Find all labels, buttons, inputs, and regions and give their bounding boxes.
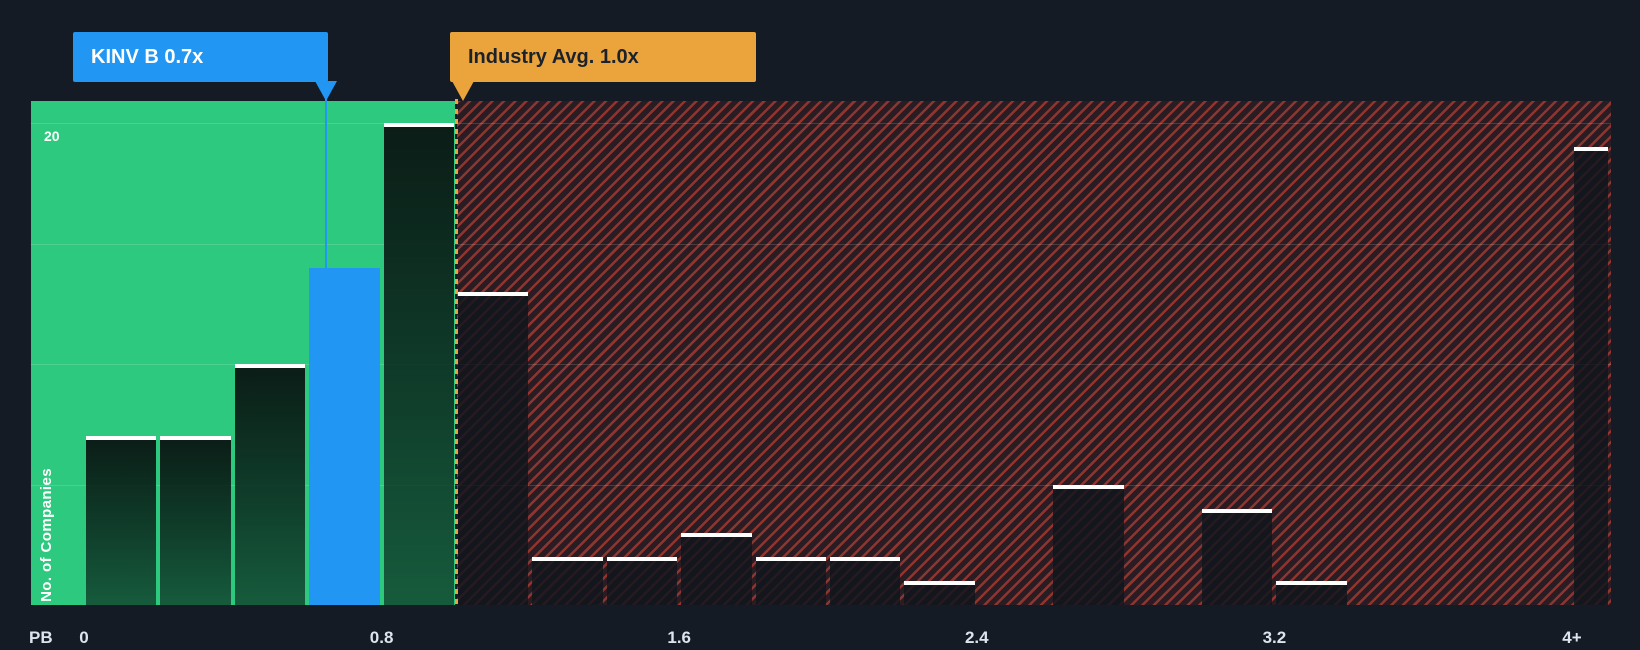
x-axis-unit-label: PB [29,628,53,647]
y-axis-max-tick: 20 [44,128,60,144]
histogram-bar[interactable] [234,364,306,605]
y-axis-title: No. of Companies [38,468,55,602]
industry-average-flag: Industry Avg. 1.0x [450,32,756,82]
gridline [31,484,1611,486]
company-bar[interactable] [309,267,380,605]
x-tick-label: 0.8 [369,628,394,647]
histogram-bar[interactable] [755,556,827,605]
histogram-bar[interactable] [1574,147,1608,605]
x-tick-label: 0 [79,628,89,647]
x-tick-label: 4+ [1562,628,1582,647]
histogram-bar[interactable] [160,436,232,605]
company-flag-pointer-icon [315,81,337,101]
histogram-bar[interactable] [86,436,157,605]
histogram-bar[interactable] [458,291,529,605]
company-flag-label: KINV B 0.7x [91,45,204,68]
histogram-bar[interactable] [1202,508,1273,605]
company-leader-line [325,82,327,268]
industry-average-flag-pointer-icon [452,81,474,101]
histogram-bar[interactable] [904,580,976,605]
histogram-bar[interactable] [830,556,901,605]
company-flag: KINV B 0.7x [73,32,328,82]
industry-average-line [455,99,458,605]
histogram-bar[interactable] [532,556,604,605]
histogram-bar[interactable] [606,556,678,605]
gridline [31,243,1611,245]
x-axis: PB 0 0.8 1.6 2.4 3.2 4+ [0,628,1640,650]
x-tick-label: 3.2 [1262,628,1287,647]
x-tick-label: 2.4 [964,628,989,647]
gridline [31,123,1611,124]
industry-average-flag-label: Industry Avg. 1.0x [468,45,639,68]
gridline [31,364,1611,365]
above-industry-region [457,101,1611,605]
x-tick-label: 1.6 [667,628,692,647]
histogram-bar[interactable] [1053,484,1124,605]
histogram-bar[interactable] [383,123,455,605]
histogram-bar[interactable] [1276,580,1348,605]
histogram-bar[interactable] [681,532,752,605]
